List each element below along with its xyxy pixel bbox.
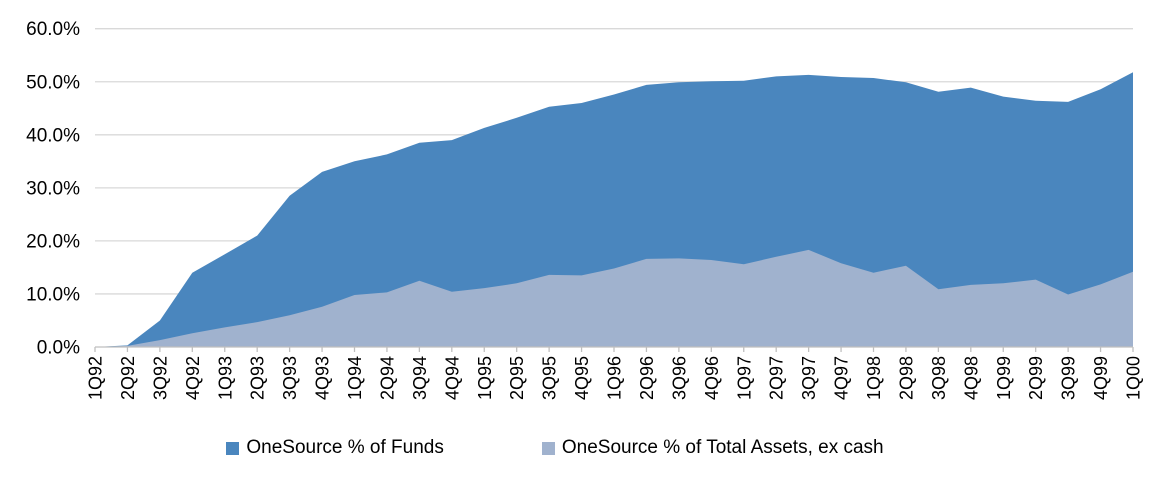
legend-label-assets: OneSource % of Total Assets, ex cash	[561, 437, 884, 458]
x-axis-label: 3Q98	[929, 356, 949, 400]
x-axis-label: 3Q92	[150, 356, 170, 400]
x-axis-label: 1Q98	[864, 356, 884, 400]
x-axis-label: 4Q94	[442, 356, 462, 400]
x-axis-label: 1Q99	[994, 356, 1014, 400]
x-axis-label: 1Q97	[734, 356, 754, 400]
x-axis-label: 2Q96	[637, 356, 657, 400]
legend-swatch-funds-icon	[226, 441, 240, 455]
legend-item-assets: OneSource % of Total Assets, ex cash	[541, 437, 884, 459]
y-axis-label: 50.0%	[26, 72, 80, 93]
x-axis-label: 1Q93	[215, 356, 235, 400]
x-axis-label: 1Q00	[1124, 356, 1144, 400]
x-axis-label: 3Q94	[410, 356, 430, 400]
x-axis-label: 3Q96	[669, 356, 689, 400]
area-series-assets	[95, 249, 1133, 347]
x-axis-label: 1Q96	[605, 356, 625, 400]
x-axis-label: 1Q92	[86, 356, 106, 400]
y-axis-label: 60.0%	[26, 19, 80, 40]
y-axis-label: 10.0%	[26, 284, 80, 305]
x-axis-label: 4Q98	[961, 356, 981, 400]
x-axis-label: 4Q92	[183, 356, 203, 400]
y-axis-label: 40.0%	[26, 125, 80, 146]
x-axis-label: 3Q99	[1059, 356, 1079, 400]
x-axis-label: 1Q95	[475, 356, 495, 400]
x-axis-label: 1Q94	[345, 356, 365, 400]
legend-item-funds: OneSource % of Funds	[226, 437, 444, 459]
x-axis-label: 4Q93	[313, 356, 333, 400]
legend: OneSource % of Funds OneSource % of Tota…	[0, 437, 1110, 459]
x-axis-label: 2Q95	[507, 356, 527, 400]
legend-swatch-assets-icon	[541, 441, 555, 455]
y-axis-label: 0.0%	[37, 338, 80, 359]
x-axis-label: 2Q97	[767, 356, 787, 400]
legend-label-funds: OneSource % of Funds	[246, 437, 444, 458]
x-axis-label: 2Q99	[1026, 356, 1046, 400]
x-axis-label: 2Q93	[248, 356, 268, 400]
x-axis-label: 4Q95	[572, 356, 592, 400]
x-axis-label: 3Q93	[280, 356, 300, 400]
x-axis-label: 4Q96	[702, 356, 722, 400]
x-axis-label: 2Q94	[377, 356, 397, 400]
x-axis-label: 3Q97	[799, 356, 819, 400]
x-axis-label: 2Q98	[896, 356, 916, 400]
x-axis-label: 4Q97	[832, 356, 852, 400]
x-axis-label: 4Q99	[1091, 356, 1111, 400]
y-axis-label: 20.0%	[26, 231, 80, 252]
x-axis-label: 3Q95	[540, 356, 560, 400]
y-axis-label: 30.0%	[26, 178, 80, 199]
x-axis-label: 2Q92	[118, 356, 138, 400]
